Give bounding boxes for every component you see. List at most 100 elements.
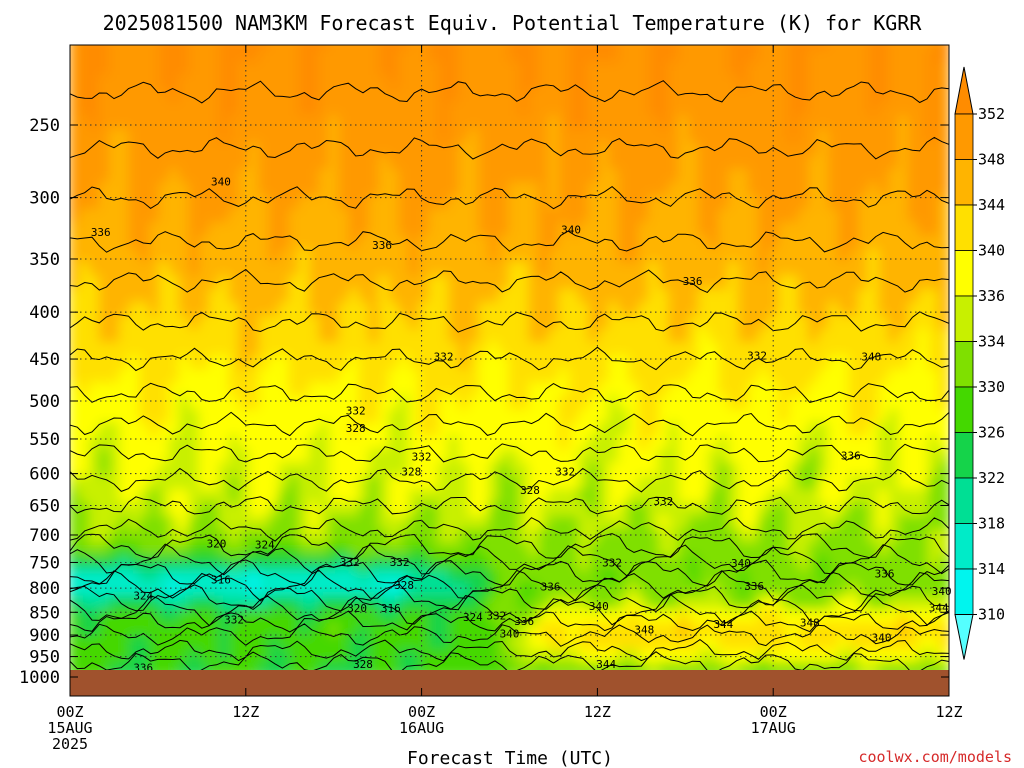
field-cell <box>438 235 451 251</box>
field-cell <box>818 315 831 331</box>
field-cell <box>898 355 911 371</box>
field-cell <box>788 569 801 585</box>
field-cell <box>448 502 461 518</box>
field-cell <box>368 449 381 465</box>
field-cell <box>70 515 81 532</box>
field-cell <box>598 408 611 425</box>
field-cell <box>718 315 731 331</box>
field-cell <box>718 368 731 385</box>
field-cell <box>648 662 661 670</box>
field-cell <box>88 61 101 78</box>
field-cell <box>888 555 901 572</box>
field-cell <box>198 222 211 238</box>
field-cell <box>838 382 851 398</box>
field-cell <box>878 48 891 64</box>
field-cell <box>728 222 741 238</box>
field-cell <box>768 462 781 478</box>
field-cell <box>348 622 361 638</box>
field-cell <box>698 422 711 438</box>
field-cell <box>798 355 811 371</box>
field-cell <box>318 529 331 545</box>
field-cell <box>868 315 881 331</box>
field-cell <box>648 609 661 625</box>
field-cell <box>888 248 901 265</box>
field-cell <box>598 395 611 411</box>
field-cell <box>598 328 611 345</box>
field-cell <box>268 435 281 452</box>
field-cell <box>388 45 401 51</box>
field-cell <box>118 262 131 278</box>
field-cell <box>618 195 631 211</box>
field-cell <box>818 141 831 158</box>
field-cell <box>448 315 461 331</box>
field-cell <box>568 582 581 598</box>
field-cell <box>178 342 191 358</box>
field-cell <box>178 248 191 265</box>
field-cell <box>198 569 211 585</box>
field-cell <box>598 235 611 251</box>
field-cell <box>628 609 641 625</box>
field-cell <box>808 48 821 64</box>
field-cell <box>408 168 421 185</box>
field-cell <box>228 368 241 385</box>
field-cell <box>788 422 801 438</box>
field-cell <box>198 582 211 598</box>
field-cell <box>208 195 221 211</box>
field-cell <box>418 115 431 131</box>
field-cell <box>648 635 661 652</box>
field-cell <box>238 155 251 171</box>
field-cell <box>138 582 151 598</box>
field-cell <box>298 529 311 545</box>
field-cell <box>798 208 811 225</box>
field-cell <box>358 45 371 51</box>
field-cell <box>258 622 271 638</box>
field-cell <box>318 288 331 305</box>
field-cell <box>768 195 781 211</box>
field-cell <box>628 449 641 465</box>
field-cell <box>648 569 661 585</box>
field-cell <box>798 368 811 385</box>
field-cell <box>538 128 551 144</box>
field-cell <box>238 168 251 185</box>
field-cell <box>308 302 321 318</box>
field-cell <box>418 622 431 638</box>
field-cell <box>528 449 541 465</box>
field-cell <box>398 235 411 251</box>
x-tick-label: 12Z <box>584 703 611 721</box>
field-cell <box>738 529 751 545</box>
field-cell <box>408 141 421 158</box>
field-cell <box>688 449 701 465</box>
field-cell <box>168 302 181 318</box>
field-cell <box>428 302 441 318</box>
field-cell <box>70 262 81 278</box>
field-cell <box>128 61 141 78</box>
field-cell <box>888 342 901 358</box>
field-cell <box>658 582 671 598</box>
field-cell <box>688 155 701 171</box>
field-cell <box>568 435 581 452</box>
field-cell <box>738 275 751 291</box>
field-cell <box>558 449 571 465</box>
field-cell <box>508 168 521 185</box>
field-cell <box>348 195 361 211</box>
field-cell <box>628 555 641 572</box>
field-cell <box>188 45 201 51</box>
field-cell <box>868 45 881 51</box>
field-cell <box>278 288 291 305</box>
field-cell <box>678 61 691 78</box>
field-cell <box>858 155 871 171</box>
field-cell <box>318 88 331 104</box>
colorbar-label: 340 <box>978 242 1005 260</box>
field-cell <box>278 141 291 158</box>
field-cell <box>358 515 371 532</box>
field-cell <box>558 662 571 670</box>
field-cell <box>378 328 391 345</box>
field-cell <box>138 449 151 465</box>
field-cell <box>618 635 631 652</box>
field-cell <box>448 569 461 585</box>
field-cell <box>228 328 241 345</box>
field-cell <box>858 582 871 598</box>
field-cell <box>838 449 851 465</box>
field-cell <box>318 45 331 51</box>
